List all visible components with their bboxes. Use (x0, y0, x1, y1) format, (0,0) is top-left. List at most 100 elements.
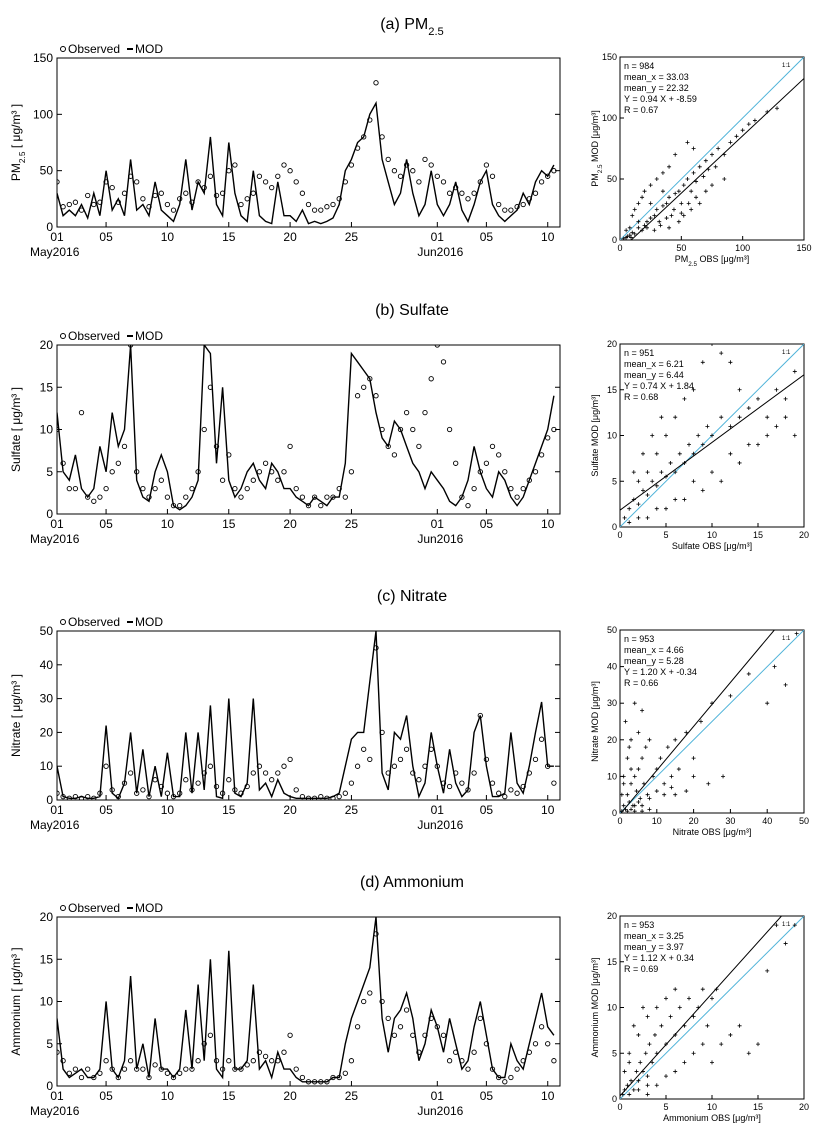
observed-point (213, 1058, 220, 1064)
scatter-point (641, 488, 645, 493)
observed-point (281, 469, 287, 475)
observed-point (201, 426, 207, 433)
observed-point (434, 763, 440, 769)
scatter-point (673, 1069, 678, 1074)
scatter-point (673, 737, 678, 742)
scatter-y-tick-label: 100 (602, 113, 617, 123)
y-tick-label: 15 (40, 380, 54, 394)
scatter-y-tick-label: 50 (607, 174, 617, 184)
scatter-point (647, 807, 652, 812)
observed-point (373, 393, 379, 399)
scatter-point (645, 1092, 650, 1097)
observed-point (410, 168, 416, 174)
scatter-point (631, 1087, 636, 1092)
observed-point (361, 134, 367, 140)
scatter-point (673, 191, 678, 196)
observed-point (262, 770, 269, 776)
observed-point (299, 190, 306, 196)
month-label-jun: Jun2016 (417, 245, 463, 259)
observed-point (250, 1058, 256, 1064)
scatter-point (746, 671, 751, 676)
scatter-y-tick-label: 5 (612, 476, 617, 486)
scatter-point (756, 396, 760, 401)
scatter-point (647, 796, 652, 801)
x-tick-label: 15 (222, 1089, 236, 1103)
observed-point (219, 190, 226, 196)
x-tick-label: 20 (283, 517, 297, 531)
observed-point (177, 1070, 183, 1076)
observed-point (244, 196, 250, 202)
observed-point (545, 435, 551, 441)
y-tick-label: 40 (40, 658, 54, 672)
scatter-point (643, 1051, 648, 1056)
panel-title-main: (d) Ammonium (360, 874, 464, 891)
observed-point (305, 795, 312, 800)
observed-point (520, 783, 526, 790)
observed-point (57, 179, 60, 185)
observed-point (244, 1062, 250, 1068)
observed-point (453, 1049, 459, 1055)
scatter-point (627, 225, 632, 230)
scatter-point (710, 470, 714, 475)
scatter-point (701, 174, 706, 179)
observed-point (502, 1079, 508, 1085)
scatter-point (634, 1069, 639, 1074)
y-tick-label: 150 (33, 51, 53, 65)
scatter-y-tick-label: 10 (607, 1003, 617, 1013)
observed-point (440, 1032, 447, 1038)
observed-point (66, 795, 72, 800)
observed-point (385, 1015, 391, 1022)
observed-point (262, 1053, 269, 1060)
observed-point (342, 1070, 348, 1076)
scatter-point (625, 809, 630, 813)
scatter-y-tick-label: 50 (607, 625, 617, 635)
scatter-stat: R = 0.69 (624, 964, 658, 974)
scatter-point (728, 360, 733, 365)
scatter-point (634, 789, 639, 794)
scatter-point (703, 158, 708, 163)
observed-point (348, 780, 355, 786)
observed-point (342, 179, 348, 185)
scatter-point (685, 177, 690, 181)
one-to-one-line (620, 57, 804, 240)
observed-point (262, 179, 269, 185)
series-line-model (57, 100, 555, 225)
y-tick-label: 5 (46, 465, 53, 479)
observed-point (275, 477, 281, 483)
y-tick-label: 15 (40, 952, 54, 966)
scatter-x-tick-label: 20 (799, 530, 809, 540)
observed-point (305, 1079, 312, 1085)
observed-point (373, 80, 379, 86)
y-tick-label: 100 (33, 107, 53, 121)
legend-observed-marker (60, 619, 66, 625)
scatter-stat: n = 953 (624, 634, 654, 644)
x-tick-label: 05 (99, 230, 113, 244)
scatter-point (636, 479, 641, 484)
scatter-y-tick-label: 10 (607, 431, 617, 441)
observed-point (226, 1058, 232, 1064)
scatter-point (647, 1042, 652, 1047)
scatter-point (719, 479, 724, 484)
observed-point (256, 469, 263, 475)
scatter-point (627, 1051, 632, 1056)
observed-point (477, 712, 483, 719)
observed-point (324, 1079, 330, 1085)
observed-point (78, 795, 85, 800)
scatter-point (710, 433, 714, 438)
observed-point (428, 376, 434, 382)
scatter-point (654, 1051, 659, 1056)
scatter-point (719, 351, 724, 356)
scatter-point (691, 756, 696, 761)
timeseries-y-label-tail: [ μg/m³ ] (9, 104, 23, 152)
legend-observed-label: Observed (68, 901, 120, 915)
regression-line (620, 916, 782, 1097)
timeseries-y-label-sub: 2.5 (17, 151, 27, 163)
scatter-point (728, 693, 733, 698)
month-label-jun: Jun2016 (417, 1104, 463, 1118)
observed-point (324, 204, 330, 210)
observed-point (275, 1058, 281, 1064)
scatter-point (713, 164, 718, 169)
scatter-point (783, 682, 788, 687)
observed-point (91, 1074, 97, 1081)
x-tick-label: 05 (480, 803, 494, 817)
